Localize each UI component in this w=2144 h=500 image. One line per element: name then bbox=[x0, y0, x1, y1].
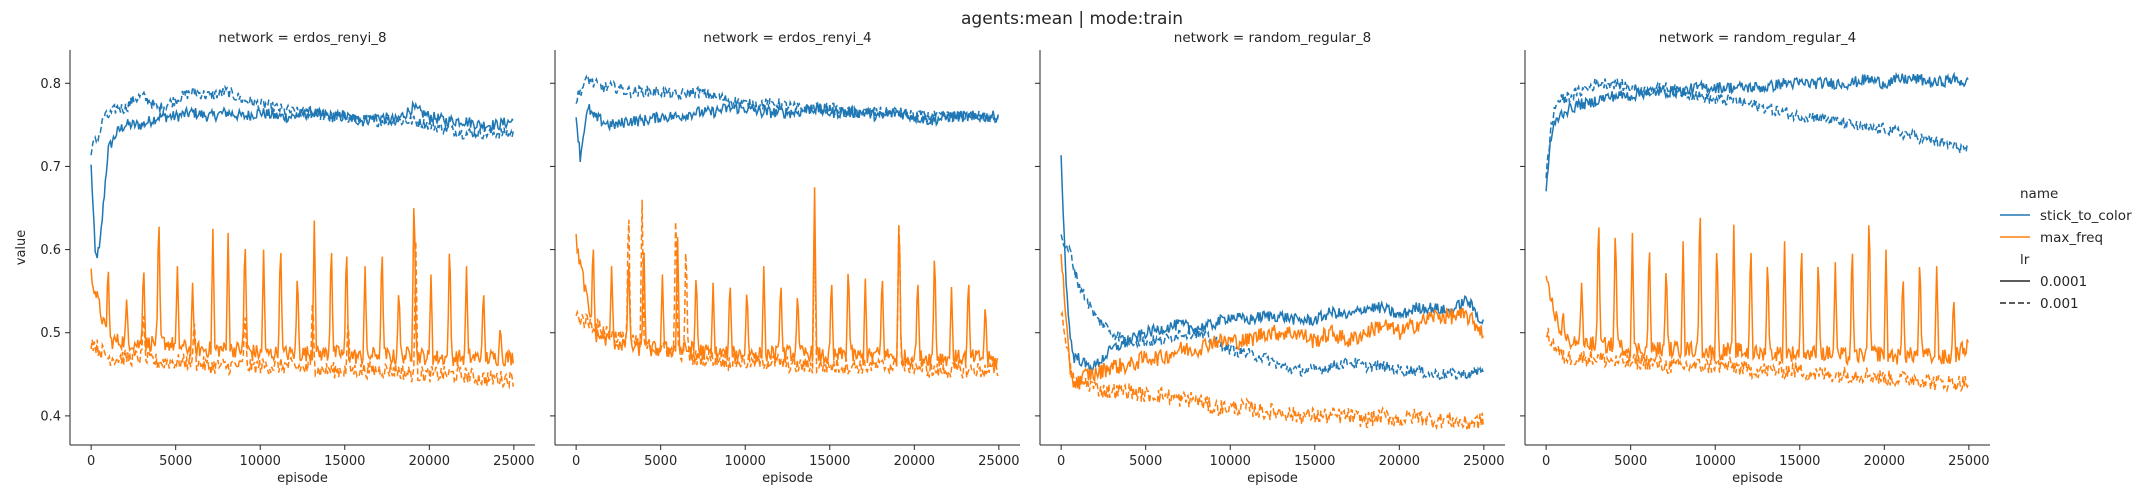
panel: network = erdos_renyi_8 0 5000 10000 15000 20… bbox=[14, 30, 535, 486]
x-tick-label: 15000 bbox=[1294, 454, 1335, 469]
x-axis-label: episode bbox=[762, 471, 813, 486]
legend-entry-label: 0.0001 bbox=[2040, 274, 2087, 290]
series-line bbox=[575, 199, 999, 379]
series-line bbox=[575, 74, 999, 124]
x-tick-label: 25000 bbox=[978, 454, 1019, 469]
series-line bbox=[90, 84, 514, 156]
series-line bbox=[1545, 327, 1969, 393]
x-tick-label: 5000 bbox=[1614, 454, 1647, 469]
series-line bbox=[1545, 217, 1969, 367]
x-tick-label: 20000 bbox=[1864, 454, 1905, 469]
x-tick-label: 20000 bbox=[894, 454, 935, 469]
legend-entry-label: max_freq bbox=[2040, 230, 2103, 246]
panel-title: network = random_regular_4 bbox=[1659, 30, 1856, 46]
x-tick-label: 20000 bbox=[1379, 454, 1420, 469]
x-tick-label: 25000 bbox=[1948, 454, 1989, 469]
legend-entry-label: 0.001 bbox=[2040, 296, 2079, 312]
series-line bbox=[90, 208, 514, 367]
x-tick-label: 5000 bbox=[1129, 454, 1162, 469]
series-line bbox=[1545, 78, 1969, 179]
series-line bbox=[1545, 71, 1969, 192]
x-tick-label: 15000 bbox=[1779, 454, 1820, 469]
panel: network = random_regular_8 0 5000 10000 1500… bbox=[1035, 30, 1505, 486]
legend-title: lr bbox=[2020, 252, 2030, 268]
x-tick-label: 0 bbox=[1057, 454, 1065, 469]
panels: network = erdos_renyi_8 0 5000 10000 15000 20… bbox=[14, 30, 1990, 486]
x-tick-label: 25000 bbox=[493, 454, 534, 469]
x-tick-label: 10000 bbox=[1210, 454, 1251, 469]
y-tick-label: 0.6 bbox=[40, 243, 61, 258]
x-tick-label: 0 bbox=[87, 454, 95, 469]
panel: network = random_regular_4 0 5000 10000 1500… bbox=[1520, 30, 1990, 486]
x-tick-label: 20000 bbox=[409, 454, 450, 469]
y-axis-label: value bbox=[14, 230, 29, 266]
x-axis-label: episode bbox=[1247, 471, 1298, 486]
series-line bbox=[1060, 310, 1484, 431]
x-axis-label: episode bbox=[277, 471, 328, 486]
x-tick-label: 15000 bbox=[809, 454, 850, 469]
x-tick-label: 0 bbox=[1542, 454, 1550, 469]
panel-title: network = erdos_renyi_4 bbox=[703, 30, 871, 46]
x-tick-label: 25000 bbox=[1463, 454, 1504, 469]
legend-title: name bbox=[2020, 186, 2058, 202]
series-line bbox=[575, 101, 999, 162]
x-tick-label: 5000 bbox=[644, 454, 677, 469]
panel: network = erdos_renyi_4 0 5000 10000 15000 20… bbox=[550, 30, 1020, 486]
y-tick-label: 0.7 bbox=[40, 160, 61, 175]
chart-title: agents:mean | mode:train bbox=[961, 9, 1183, 29]
legend-entry-label: stick_to_color bbox=[2040, 208, 2132, 224]
panel-title: network = random_regular_8 bbox=[1174, 30, 1371, 46]
series-line bbox=[1060, 234, 1484, 383]
x-tick-label: 10000 bbox=[1695, 454, 1736, 469]
x-tick-label: 0 bbox=[572, 454, 580, 469]
panel-title: network = erdos_renyi_8 bbox=[218, 30, 386, 46]
x-tick-label: 10000 bbox=[725, 454, 766, 469]
series-line bbox=[575, 187, 999, 368]
y-tick-label: 0.5 bbox=[40, 326, 61, 341]
x-tick-label: 15000 bbox=[324, 454, 365, 469]
x-axis-label: episode bbox=[1732, 471, 1783, 486]
y-tick-label: 0.4 bbox=[40, 409, 61, 424]
x-tick-label: 5000 bbox=[159, 454, 192, 469]
y-tick-label: 0.8 bbox=[40, 77, 61, 92]
series-line bbox=[90, 99, 514, 259]
series-line bbox=[1060, 254, 1484, 390]
series-line bbox=[90, 241, 514, 390]
x-tick-label: 10000 bbox=[240, 454, 281, 469]
